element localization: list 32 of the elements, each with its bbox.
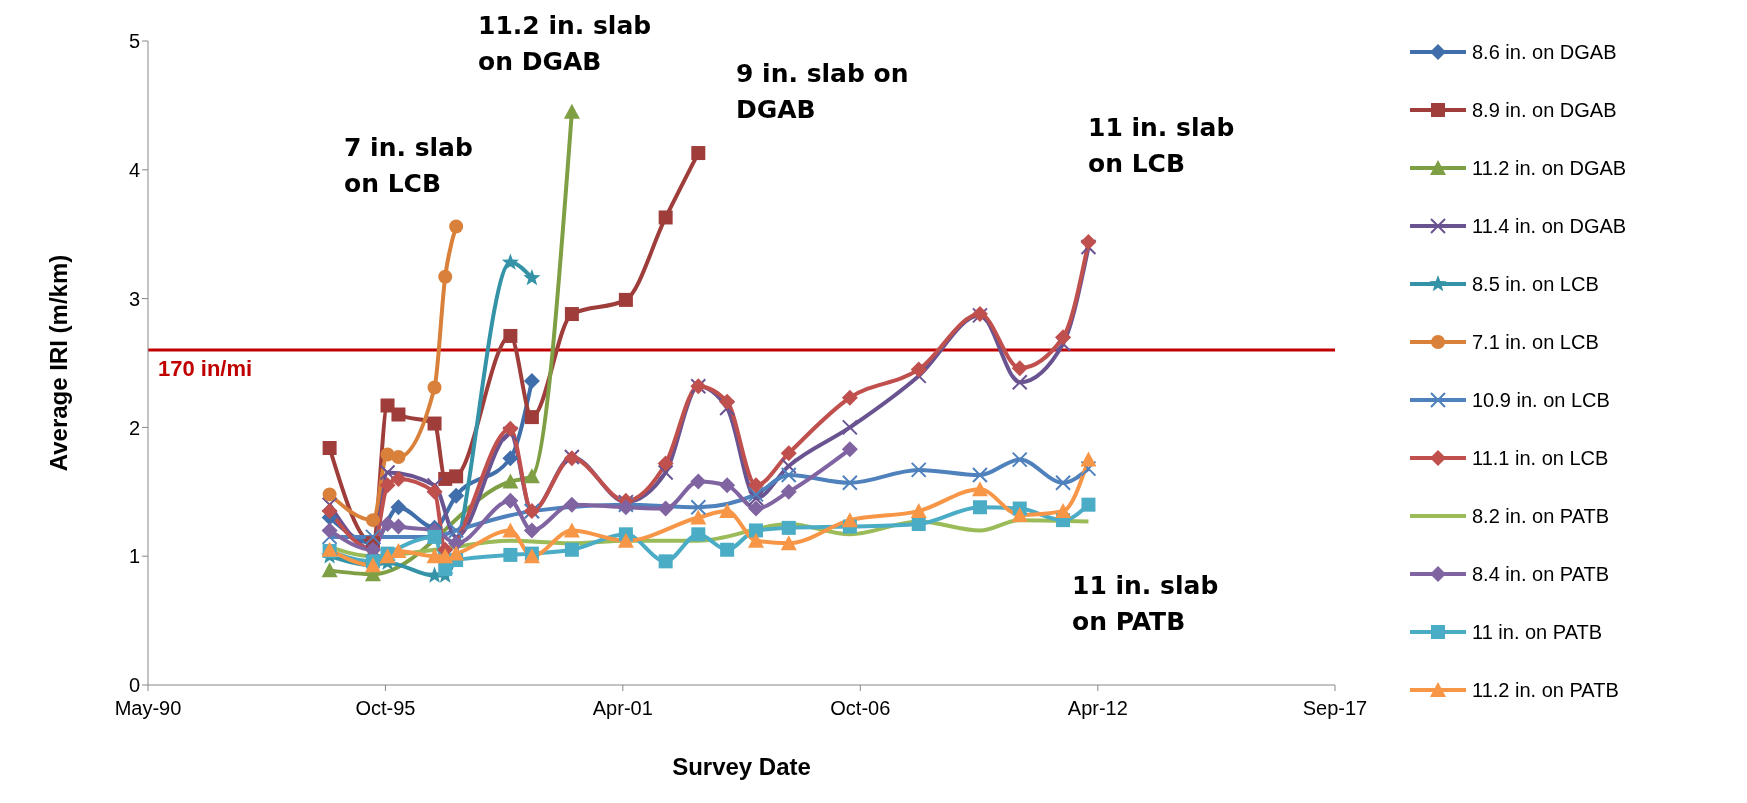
legend-label: 11.2 in. on PATB xyxy=(1472,678,1619,702)
x-tick-label: Oct-06 xyxy=(830,697,891,720)
y-axis-title: Average IRI (m/km) xyxy=(44,254,72,472)
ref-line-label: 170 in/mi xyxy=(158,355,253,381)
x-tick-label: Apr-01 xyxy=(592,697,653,720)
x-tick-label: Apr-12 xyxy=(1067,697,1128,720)
legend-label: 8.9 in. on DGAB xyxy=(1472,98,1617,122)
x-tick-label: May-90 xyxy=(114,697,182,720)
y-tick-label: 3 xyxy=(128,287,140,310)
x-tick-label: Sep-17 xyxy=(1302,697,1368,720)
x-tick-label: Oct-95 xyxy=(355,697,416,720)
legend-label: 7.1 in. on LCB xyxy=(1472,330,1599,354)
legend-label: 11.1 in. on LCB xyxy=(1472,446,1609,470)
y-tick-label: 1 xyxy=(128,545,140,568)
annotation: 11 in. slab on PATB xyxy=(1072,570,1220,638)
x-axis-title: Survey Date xyxy=(672,753,811,780)
legend-label: 8.2 in. on PATB xyxy=(1472,504,1610,528)
legend-label: 11.2 in. on DGAB xyxy=(1472,156,1627,180)
legend-label: 8.5 in. on LCB xyxy=(1472,272,1599,296)
annotation: 11 in. slab on LCB xyxy=(1088,112,1236,180)
y-tick-label: 2 xyxy=(128,416,140,439)
y-tick-label: 4 xyxy=(128,158,140,181)
legend-label: 10.9 in. on LCB xyxy=(1472,388,1610,412)
y-tick-label: 5 xyxy=(128,30,140,53)
annotation: 9 in. slab on DGAB xyxy=(736,58,910,126)
annotation: 11.2 in. slab on DGAB xyxy=(478,10,653,78)
legend-label: 11.4 in. on DGAB xyxy=(1472,214,1627,238)
legend-label: 8.4 in. on PATB xyxy=(1472,562,1610,586)
legend-label: 11 in. on PATB xyxy=(1472,620,1603,644)
annotation: 7 in. slab on LCB xyxy=(344,132,474,200)
y-tick-label: 0 xyxy=(128,674,140,697)
legend-label: 8.6 in. on DGAB xyxy=(1472,40,1617,64)
